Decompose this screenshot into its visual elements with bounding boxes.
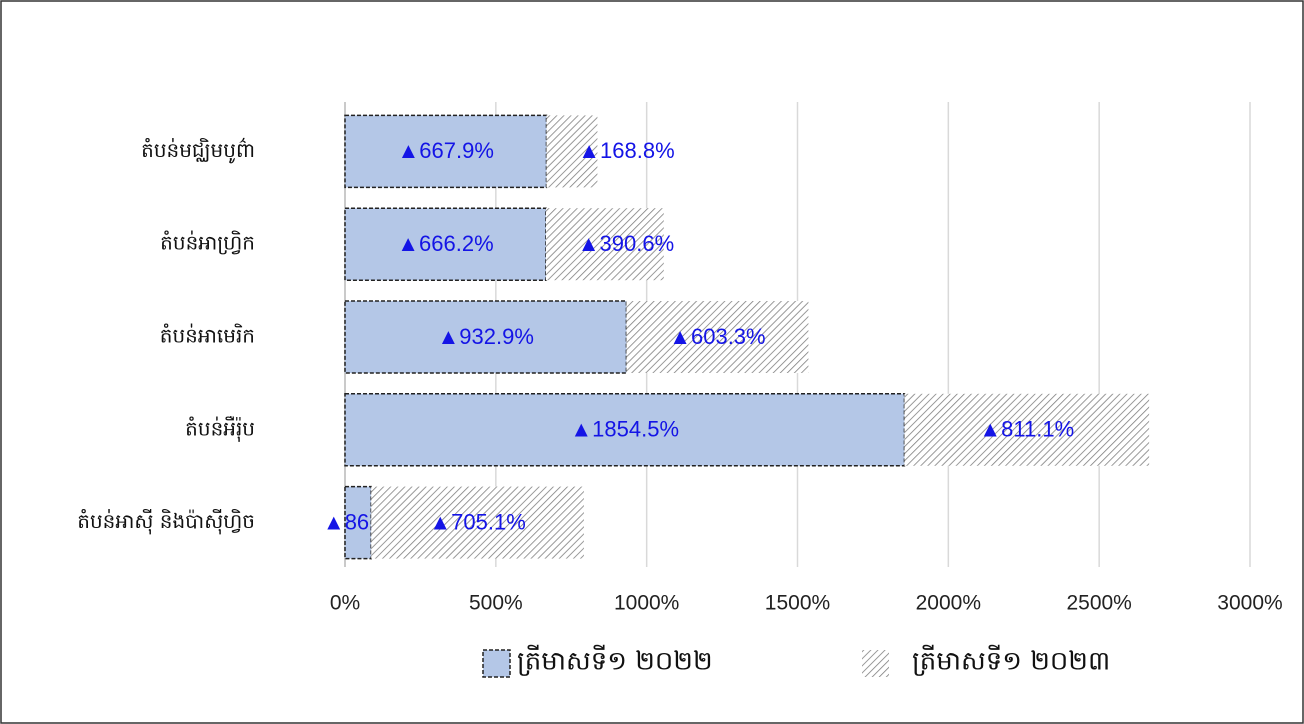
legend-swatch <box>862 650 889 677</box>
y-tick-label: តំបន់អាហ្វ្រិក <box>160 230 255 255</box>
y-tick-label: តំបន់មជ្ឈិមបូព៌ា <box>141 137 255 164</box>
x-tick-label: 3000% <box>1217 592 1282 615</box>
data-label: ▲603.3% <box>669 324 765 349</box>
bar <box>904 393 1150 466</box>
data-label: ▲1854.5% <box>570 417 679 442</box>
bar <box>371 486 584 559</box>
data-label: ▲932.9% <box>438 324 534 349</box>
y-tick-label: តំបន់អាស៊ី និងប៉ាស៊ីហ្វិច <box>77 508 255 535</box>
bar <box>546 115 598 188</box>
data-label: ▲168.8% <box>578 138 674 163</box>
x-tick-label: 2000% <box>916 592 981 615</box>
bar <box>344 393 906 467</box>
x-tick-label: 1500% <box>765 592 830 615</box>
bar <box>344 300 628 374</box>
legend-label: ត្រីមាសទី១ ២០២៣ <box>912 645 1110 677</box>
data-label: ▲667.9% <box>398 138 494 163</box>
data-label: ▲705.1% <box>429 509 525 534</box>
data-label: ▲390.6% <box>578 231 674 256</box>
data-label: ▲811.1% <box>979 417 1074 442</box>
x-tick-label: 2500% <box>1066 592 1131 615</box>
bar <box>344 207 547 281</box>
y-tick-label: តំបន់អឺរ៉ុប <box>185 415 255 442</box>
data-label: ▲666.2% <box>397 231 493 256</box>
x-tick-label: 500% <box>469 592 523 615</box>
bar <box>545 208 664 281</box>
legend-label: ត្រីមាសទី១ ២០២២ <box>517 645 713 677</box>
x-tick-label: 0% <box>330 592 360 615</box>
x-tick-label: 1000% <box>614 592 679 615</box>
legend-swatch <box>482 649 511 678</box>
y-tick-label: តំបន់អាមេរិក <box>160 323 255 348</box>
bar <box>344 114 548 189</box>
bar <box>626 301 809 373</box>
